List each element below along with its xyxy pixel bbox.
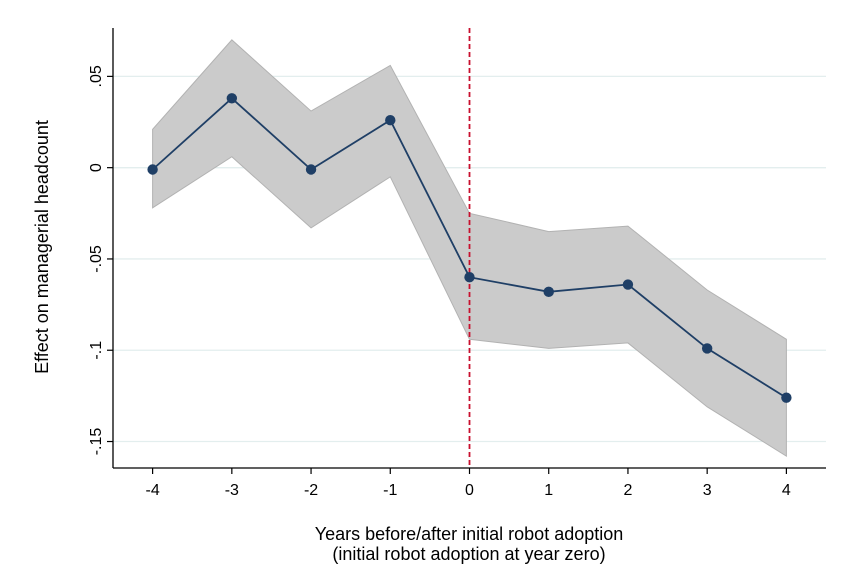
x-tick-label: 1 [544,482,553,499]
data-point [781,392,792,403]
x-axis-ticks: -4 -3 -2 -1 0 1 2 3 4 [145,468,791,499]
data-point [464,272,475,283]
data-point [701,343,713,354]
data-point [622,279,634,290]
y-tick-label: -.1 [88,341,105,360]
x-axis-title: Years before/after initial robot adoptio… [315,524,624,544]
data-point [226,93,238,104]
x-tick-label: 2 [623,482,632,499]
x-tick-label: -2 [304,482,318,499]
data-points [147,93,792,403]
x-axis-title-line2: (initial robot adoption at year zero) [332,544,605,564]
data-point [147,164,158,175]
y-tick-label: -.05 [88,245,105,273]
data-point [385,114,396,126]
y-tick-label: .05 [88,65,105,87]
y-axis-title: Effect on managerial headcount [32,120,52,374]
x-tick-label: -3 [225,482,239,499]
x-tick-label: -4 [145,482,159,499]
x-tick-label: 4 [782,482,791,499]
y-axis-ticks: .05 0 -.05 -.1 -.15 [88,65,113,455]
data-point [305,164,317,175]
x-tick-label: 0 [465,482,474,499]
y-tick-label: 0 [88,163,105,172]
x-tick-label: 3 [703,482,712,499]
y-tick-label: -.15 [88,428,105,456]
data-point [543,286,554,298]
x-tick-label: -1 [383,482,397,499]
